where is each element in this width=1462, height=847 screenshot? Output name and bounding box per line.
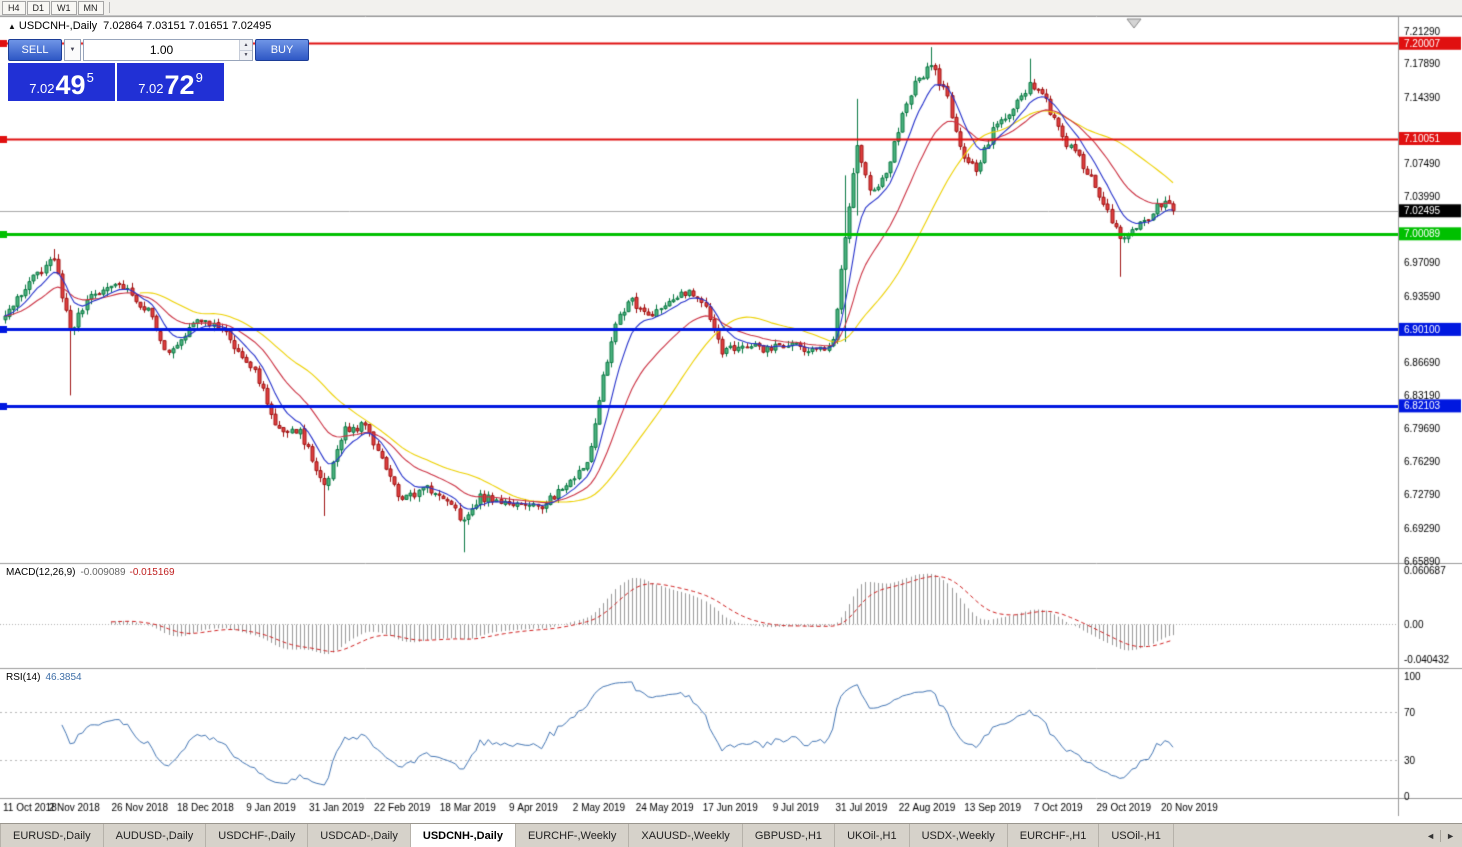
chart-title: ▲ USDCNH-,Daily 7.02864 7.03151 7.01651 7.… — [8, 20, 271, 32]
timeframe-button-d1[interactable]: D1 — [26, 0, 51, 15]
chart-tab-usdcad-daily[interactable]: USDCAD-,Daily — [308, 824, 411, 847]
chart-ohlc-values: 7.02864 7.03151 7.01651 7.02495 — [103, 20, 272, 32]
tab-scroll-right-icon[interactable]: ► — [1446, 830, 1455, 841]
buy-price-display[interactable]: 7.02 72 9 — [117, 63, 224, 101]
macd-indicator-title: MACD(12,26,9) -0.009089 -0.015169 — [6, 567, 175, 578]
volume-box: ▲ ▼ — [83, 39, 253, 61]
chart-tabs: EURUSD-,Daily AUDUSD-,Daily USDCHF-,Daily U… — [0, 824, 1174, 847]
chart-tab-eurchf-h1[interactable]: EURCHF-,H1 — [1008, 824, 1100, 847]
timeframe-button-mn[interactable]: MN — [77, 0, 104, 15]
tab-scroll-arrows: ◄ ► — [1421, 824, 1460, 847]
timeframe-toolbar: H4 D1 W1 MN — [0, 0, 1462, 16]
chart-tab-usoil-h1[interactable]: USOil-,H1 — [1099, 824, 1174, 847]
volume-input[interactable] — [84, 40, 239, 60]
macd-signal-value: -0.015169 — [129, 567, 175, 578]
macd-name: MACD(12,26,9) — [6, 567, 76, 578]
sell-price-point: 5 — [86, 70, 94, 85]
chart-tab-usdchf-daily[interactable]: USDCHF-,Daily — [206, 824, 309, 847]
chart-tab-gbpusd-h1[interactable]: GBPUSD-,H1 — [743, 824, 836, 847]
buy-price-prefix: 7.02 — [138, 81, 164, 96]
sell-button[interactable]: SELL — [8, 39, 62, 61]
chart-symbol-label: USDCNH-,Daily — [18, 20, 98, 32]
buy-button[interactable]: BUY — [255, 39, 309, 61]
volume-dropdown-button[interactable]: ▼ — [64, 39, 81, 61]
tab-scroll-left-icon[interactable]: ◄ — [1426, 830, 1436, 841]
buy-price-pips: 72 — [164, 70, 195, 100]
one-click-trading-panel: SELL ▼ ▲ ▼ BUY 7.02 49 5 7.02 72 9 — [8, 39, 309, 101]
chart-tab-eurusd-daily[interactable]: EURUSD-,Daily — [0, 824, 104, 847]
timeframe-button-w1[interactable]: W1 — [51, 0, 77, 15]
spin-up-icon[interactable]: ▲ — [240, 40, 252, 51]
chart-tab-usdx-weekly[interactable]: USDX-,Weekly — [910, 824, 1008, 847]
toolbar-divider — [108, 2, 110, 13]
chart-tabs-bar: EURUSD-,Daily AUDUSD-,Daily USDCHF-,Daily U… — [0, 823, 1462, 847]
macd-value: -0.009089 — [80, 567, 126, 578]
rsi-indicator-title: RSI(14) 46.3854 — [6, 672, 82, 683]
chart-tab-eurchf-weekly[interactable]: EURCHF-,Weekly — [516, 824, 630, 847]
rsi-value: 46.3854 — [45, 672, 82, 683]
sell-price-display[interactable]: 7.02 49 5 — [8, 63, 115, 101]
rsi-name: RSI(14) — [6, 672, 41, 683]
sell-price-prefix: 7.02 — [29, 81, 55, 96]
chart-tab-ukoil-h1[interactable]: UKOil-,H1 — [835, 824, 910, 847]
chart-tab-usdcnh-daily[interactable]: USDCNH-,Daily — [410, 824, 516, 847]
spin-down-icon[interactable]: ▼ — [240, 50, 252, 60]
timeframe-button-h4[interactable]: H4 — [2, 0, 26, 15]
symbol-direction-icon: ▲ — [8, 22, 16, 31]
chart-tab-audusd-daily[interactable]: AUDUSD-,Daily — [104, 824, 207, 847]
tab-arrow-divider — [1440, 829, 1442, 842]
volume-stepper: ▲ ▼ — [239, 40, 252, 60]
sell-price-pips: 49 — [55, 70, 86, 100]
chart-tab-xauusd-weekly[interactable]: XAUUSD-,Weekly — [629, 824, 743, 847]
chevron-down-icon: ▼ — [69, 47, 76, 53]
buy-price-point: 9 — [195, 70, 203, 85]
